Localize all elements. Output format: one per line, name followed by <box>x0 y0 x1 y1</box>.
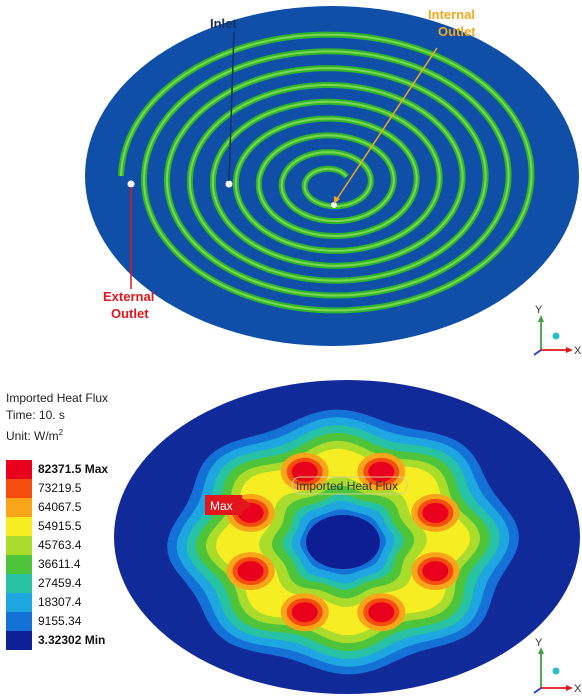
legend-unit: Unit: W/m2 <box>6 428 64 443</box>
internal-outlet-arrowhead <box>334 196 340 204</box>
legend-swatch <box>6 479 32 498</box>
inlet-leader-line <box>228 31 235 182</box>
probe-annotation: Imported Heat Flux <box>291 476 408 495</box>
contour-band <box>306 515 380 569</box>
axis-triad-top: Y X <box>533 304 582 357</box>
max-tag: Max <box>205 495 252 515</box>
top-figure: Inlet Internal Outlet External Outlet Y … <box>85 6 582 357</box>
external-outlet-label-line2: Outlet <box>111 306 149 321</box>
legend-level-label: 36611.4 <box>38 557 81 571</box>
legend-swatch <box>6 517 32 536</box>
legend-swatch <box>6 555 32 574</box>
legend-swatch <box>6 612 32 631</box>
legend-level-label: 54915.5 <box>38 519 82 533</box>
legend-level-label: 64067.5 <box>38 500 82 514</box>
legend-level-label: 3.32302 Min <box>38 633 106 647</box>
legend-time: Time: 10. s <box>6 408 65 422</box>
inlet-label: Inlet <box>210 16 237 31</box>
hotspot-core <box>291 602 318 623</box>
axis-x-label-top: X <box>574 345 582 357</box>
legend-swatch <box>6 460 32 479</box>
legend-swatch <box>6 536 32 555</box>
max-tag-label: Max <box>210 499 233 513</box>
legend-level-label: 18307.4 <box>38 595 82 609</box>
legend-level-label: 73219.5 <box>38 481 82 495</box>
spiral-channel-highlight <box>120 33 533 312</box>
axis-y-label-top: Y <box>535 304 543 316</box>
legend-level-label: 27459.4 <box>38 576 82 590</box>
axis-triad-bottom: Y X <box>533 637 582 695</box>
hotspot-core <box>368 602 395 623</box>
legend-level-label: 45763.4 <box>38 538 82 552</box>
heat-flux-contours <box>167 409 519 675</box>
legend-swatch <box>6 498 32 517</box>
legend-level-label: 82371.5 Max <box>38 462 109 476</box>
axis-x-label-bottom: X <box>574 683 582 695</box>
axis-y-label-bottom: Y <box>535 637 543 649</box>
internal-outlet-marker <box>331 202 337 208</box>
internal-outlet-label-line1: Internal <box>428 7 475 22</box>
probe-label: Imported Heat Flux <box>296 479 398 493</box>
hotspot-core <box>237 561 264 582</box>
inlet-marker <box>225 180 233 188</box>
external-outlet-marker <box>127 180 135 188</box>
internal-outlet-label-line2: Outlet <box>438 24 476 39</box>
internal-outlet-leader-line <box>336 47 438 200</box>
hotspot-core <box>422 561 449 582</box>
heat-flux-hotspots <box>226 452 460 632</box>
legend-swatch <box>6 574 32 593</box>
bottom-figure: Max Imported Heat Flux Y X <box>114 380 582 695</box>
legend-swatch <box>6 593 32 612</box>
legend-level-label: 9155.34 <box>38 614 82 628</box>
hotspot-core <box>422 502 449 523</box>
spiral-channel <box>118 31 535 314</box>
heat-flux-legend: Imported Heat Flux Time: 10. s Unit: W/m… <box>6 390 176 650</box>
external-outlet-label-line1: External <box>103 289 154 304</box>
legend-swatch <box>6 631 32 650</box>
legend-title: Imported Heat Flux <box>6 391 109 405</box>
